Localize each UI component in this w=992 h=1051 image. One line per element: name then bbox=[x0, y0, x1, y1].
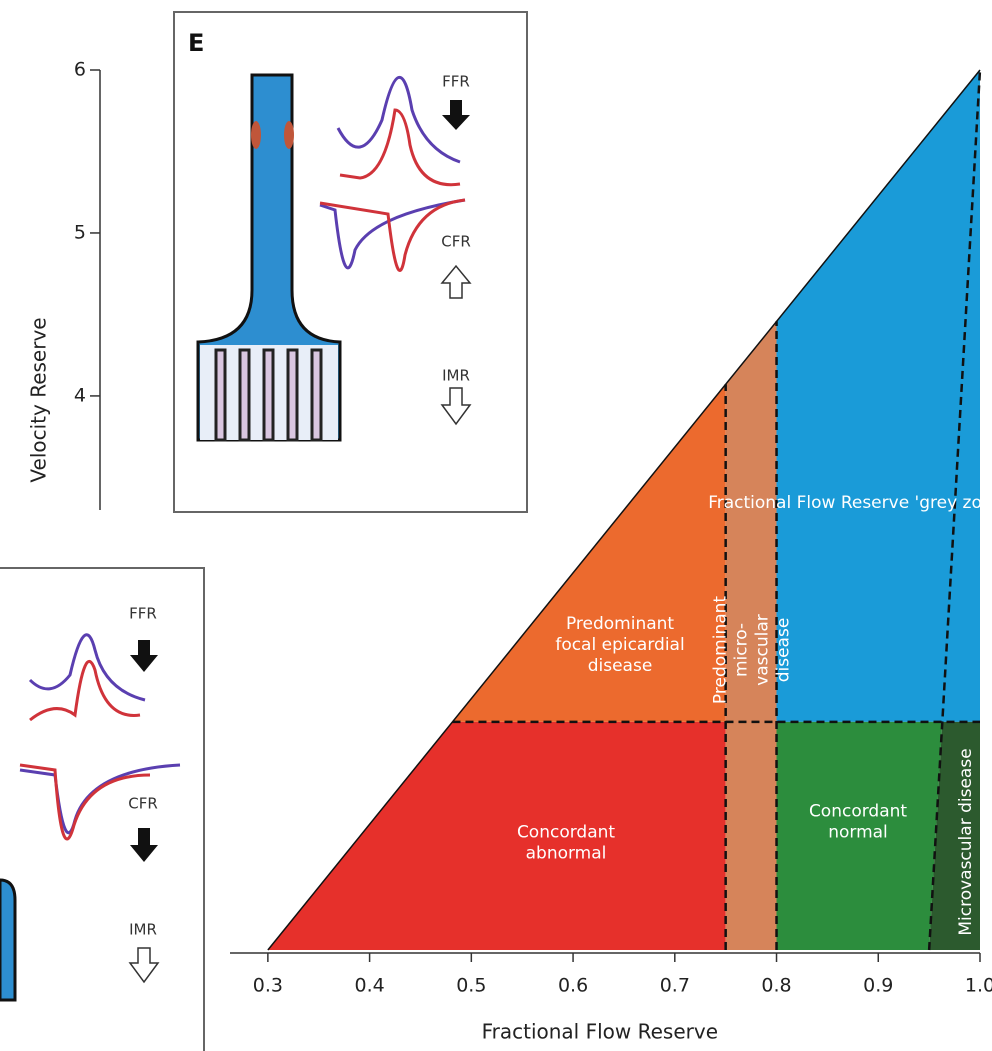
vessel bbox=[0, 880, 15, 1000]
stenosis bbox=[251, 121, 261, 149]
region-label: disease bbox=[588, 656, 653, 676]
inset-e: E FFR CFR IMR bbox=[174, 12, 527, 512]
x-tick-label: 1.0 bbox=[965, 975, 992, 997]
y-tick-label: 5 bbox=[74, 221, 86, 243]
y-tick-label: 6 bbox=[74, 59, 86, 81]
y-axis-label: Velocity Reserve bbox=[27, 317, 51, 482]
inset-frame bbox=[0, 568, 204, 1051]
inset-partial: FFR CFR IMR bbox=[0, 568, 204, 1051]
region-label: vascular bbox=[753, 614, 773, 686]
region-label: micro- bbox=[732, 623, 752, 677]
region bbox=[777, 70, 981, 722]
inset-label: FFR bbox=[129, 605, 157, 623]
region-label: Fractional Flow Reserve 'grey zone' bbox=[708, 493, 992, 513]
region-label: abnormal bbox=[526, 844, 607, 864]
stenosis bbox=[284, 121, 294, 149]
region-label: normal bbox=[828, 823, 888, 843]
x-axis-label: Fractional Flow Reserve bbox=[482, 1020, 718, 1044]
inset-label: CFR bbox=[128, 795, 158, 813]
region-label: disease bbox=[774, 618, 794, 683]
page: E FFR CFR IMR FFR CFR IMR Fractional Flo… bbox=[0, 0, 992, 1051]
region-label: Microvascular disease bbox=[956, 748, 976, 935]
inset-label: IMR bbox=[442, 367, 470, 385]
inset-label: IMR bbox=[129, 921, 157, 939]
x-tick-label: 0.6 bbox=[558, 975, 588, 997]
region-label: Concordant bbox=[517, 823, 615, 843]
x-tick-label: 0.7 bbox=[660, 975, 690, 997]
x-tick-label: 0.8 bbox=[761, 975, 791, 997]
region-label: Predominant bbox=[711, 596, 731, 704]
region bbox=[268, 722, 726, 950]
x-tick-label: 0.9 bbox=[863, 975, 893, 997]
inset-label: CFR bbox=[441, 233, 471, 251]
region-label: focal epicardial bbox=[555, 635, 684, 655]
y-tick-label: 4 bbox=[74, 384, 86, 406]
x-tick-label: 0.3 bbox=[253, 975, 283, 997]
region-label: Predominant bbox=[566, 614, 674, 634]
region-label: Concordant bbox=[809, 802, 907, 822]
chart: E FFR CFR IMR FFR CFR IMR Fractional Flo… bbox=[0, 0, 992, 1051]
x-tick-label: 0.5 bbox=[456, 975, 486, 997]
x-tick-label: 0.4 bbox=[354, 975, 384, 997]
panel-letter: E bbox=[188, 29, 204, 57]
inset-label: FFR bbox=[442, 73, 470, 91]
